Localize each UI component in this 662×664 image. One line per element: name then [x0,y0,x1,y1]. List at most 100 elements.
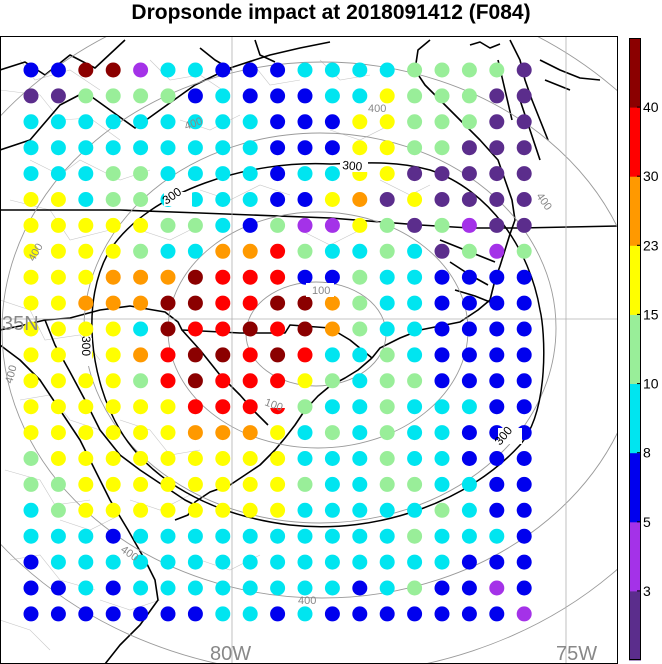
impact-dot [160,295,176,311]
impact-dot [352,373,368,389]
impact-dot [379,140,395,156]
impact-dot [407,243,423,259]
impact-dot [50,554,66,570]
impact-dot [379,476,395,492]
impact-dot [379,269,395,285]
impact-dot [270,140,286,156]
impact-dot [297,451,313,466]
impact-dot [352,243,368,259]
impact-dot [516,554,532,570]
impact-dot [434,295,450,311]
impact-dot [434,451,450,466]
impact-dot [297,502,313,518]
colorbar-segment [629,107,641,177]
impact-dot [324,451,340,466]
impact-dot [215,399,231,415]
impact-dot [242,451,258,466]
impact-dot [133,140,149,156]
impact-dot [23,166,39,182]
colorbar-segment [629,521,641,592]
impact-dot [242,295,258,311]
impact-dot [215,528,231,544]
impact-dot [434,476,450,492]
impact-dot [352,502,368,518]
impact-dot [297,269,313,285]
impact-dot [352,606,368,622]
impact-dot [379,554,395,570]
impact-dot [352,580,368,596]
impact-dot [215,373,231,389]
impact-dot [461,192,477,207]
contour-label-300-top: 300 [342,158,363,174]
impact-dot [78,476,94,492]
impact-dot [461,399,477,415]
impact-dot [324,502,340,518]
impact-dot [297,140,313,156]
impact-dot [434,114,450,130]
impact-dot [379,399,395,415]
impact-dot [324,528,340,544]
impact-dot [352,451,368,466]
impact-dot [297,606,313,622]
impact-dot [133,321,149,337]
impact-dot [50,476,66,492]
impact-dot [23,114,39,130]
impact-dot [516,321,532,337]
impact-dot [105,580,121,596]
impact-dot [242,269,258,285]
impact-dot [215,425,231,441]
impact-dot [50,269,66,285]
impact-dot [242,243,258,259]
map-title: Dropsonde impact at 2018091412 (F084) [131,1,531,24]
impact-dot [23,295,39,311]
impact-dot [379,114,395,130]
impact-dot [461,347,477,363]
impact-dot [78,114,94,130]
impact-dot [187,554,203,570]
impact-dot [50,606,66,622]
impact-dot [50,243,66,259]
impact-dot [160,425,176,441]
impact-dot [160,451,176,466]
impact-dot [516,217,532,233]
impact-dot [242,580,258,596]
impact-dot [160,502,176,518]
impact-dot [270,373,286,389]
impact-dot [133,88,149,104]
impact-dot [516,347,532,363]
impact-dot [78,321,94,337]
impact-dot [297,580,313,596]
impact-dot [133,554,149,570]
impact-dot [242,554,258,570]
impact-dot [23,88,39,104]
impact-dot [297,528,313,544]
impact-dot [242,476,258,492]
impact-dot [23,269,39,285]
impact-dot [379,217,395,233]
impact-dot [352,321,368,337]
impact-dot [489,528,505,544]
impact-dot [215,140,231,156]
impact-dot [50,528,66,544]
colorbar-segment [629,245,641,315]
impact-dot [324,217,340,233]
impact-dot [23,192,39,207]
impact-dot [324,62,340,78]
impact-dot [78,580,94,596]
impact-dot [133,166,149,182]
lon-label-75w: 75W [556,643,597,664]
impact-dot [407,606,423,622]
impact-dot [461,140,477,156]
impact-dot [461,269,477,285]
impact-dot [105,269,121,285]
impact-dot [105,606,121,622]
impact-dot [23,476,39,492]
colorbar-tick-label: 15 [643,306,659,322]
impact-dot [407,580,423,596]
impact-dot [516,528,532,544]
impact-dot [105,114,121,130]
impact-dot [324,399,340,415]
impact-dot [516,114,532,130]
impact-dot [133,62,149,78]
impact-dot [407,347,423,363]
